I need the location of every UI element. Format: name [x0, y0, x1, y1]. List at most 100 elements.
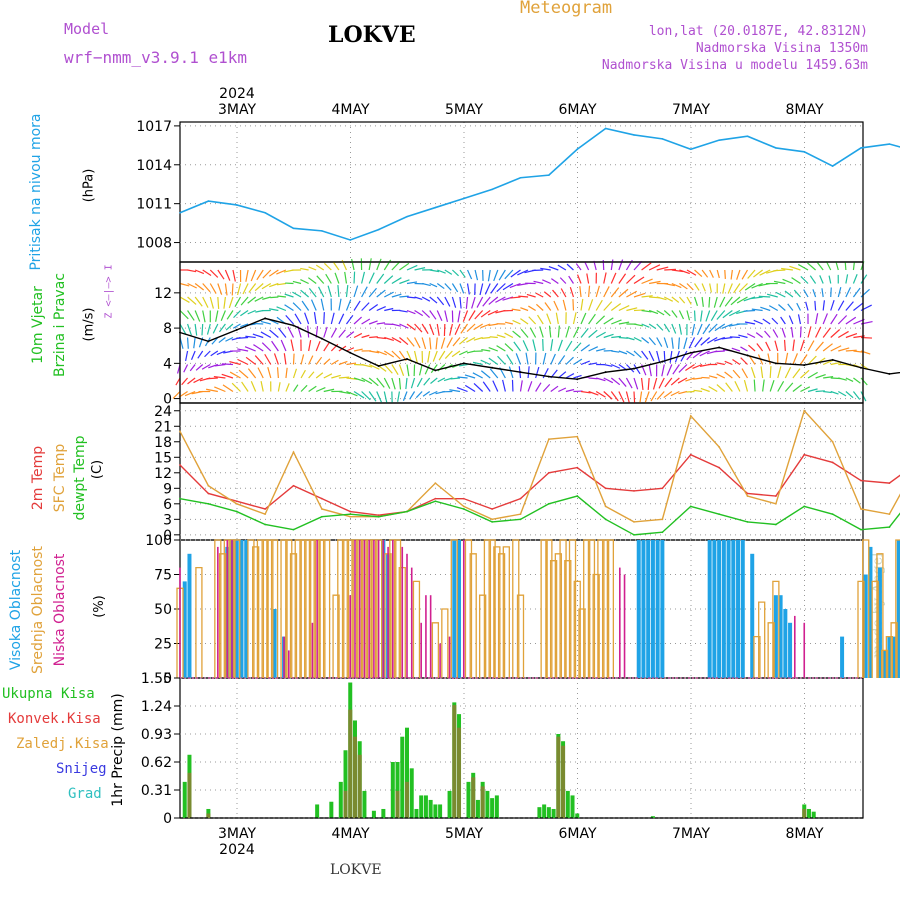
wind-arrow	[526, 293, 536, 298]
wind-arrow	[693, 377, 703, 380]
cloud-low-bar	[406, 553, 408, 678]
wind-arrow	[247, 296, 257, 304]
wind-arrow	[430, 377, 438, 384]
wind-arrow	[406, 323, 416, 331]
temp-sfc-point	[292, 451, 295, 454]
wind-arrow	[368, 287, 377, 298]
wind-arrow	[316, 275, 325, 284]
wind-arrow	[787, 303, 794, 311]
wind-arrow	[830, 329, 841, 338]
wind-arrow	[449, 323, 453, 336]
wind-arrow	[511, 308, 521, 312]
temp-sfc-point	[661, 518, 664, 521]
wind-arrow	[699, 310, 703, 322]
wind-arrow	[451, 283, 459, 293]
wind-arrow	[656, 296, 667, 301]
wind-arrow	[557, 264, 567, 271]
wind-speed-point	[774, 362, 777, 365]
cloud-mid-bar	[573, 580, 581, 678]
wind-arrow	[741, 269, 749, 280]
wind-arrow	[633, 260, 643, 271]
temp-sfc-point	[803, 409, 806, 412]
wind-arrow	[510, 296, 521, 299]
wind-arrow	[610, 272, 617, 284]
wind-arrow	[774, 340, 779, 352]
wind-arrow	[310, 299, 317, 311]
wind-arrow	[694, 269, 703, 277]
wind-arrow	[489, 336, 498, 339]
temp-2m-point	[604, 487, 607, 490]
wind-arrow	[368, 272, 375, 284]
wind-arrow	[221, 363, 234, 366]
wind-arrow	[383, 391, 388, 403]
wind-arrow	[496, 283, 506, 293]
precip-total-bar	[409, 768, 414, 818]
wind-arrow	[179, 296, 190, 303]
wind-speed-point	[377, 364, 380, 367]
wind-arrow	[338, 360, 348, 366]
wind-arrow	[318, 286, 325, 298]
wind-arrow	[573, 358, 583, 366]
cloud-high-bar	[646, 540, 651, 678]
wind-arrow	[504, 269, 514, 280]
wind-arrow	[440, 337, 446, 349]
wind-speed-point	[547, 375, 550, 378]
cloud-high-bar	[655, 540, 660, 678]
wind-arrow	[764, 330, 771, 338]
wind-arrow	[283, 269, 294, 273]
cloud-mid-bar	[583, 539, 591, 678]
wind-arrow	[204, 350, 211, 358]
pressure-point	[775, 147, 777, 149]
cloud-mid-bar	[890, 622, 898, 678]
wind-arrow	[812, 289, 817, 298]
temp-sfc-point	[718, 446, 721, 448]
wind-arrow	[791, 277, 801, 285]
wind-arrow	[437, 269, 446, 274]
wind-arrow	[588, 390, 599, 396]
wind-speed-point	[576, 378, 579, 381]
wind-arrow	[276, 282, 287, 286]
wind-arrow	[300, 354, 305, 365]
cloud-mid-bar	[592, 573, 600, 678]
wind-arrow	[224, 283, 228, 296]
precip-total-bar	[315, 804, 320, 818]
wind-arrow	[663, 296, 674, 302]
wind-arrow	[406, 364, 410, 377]
cloud-mid-bar	[252, 546, 260, 678]
wind-arrow	[691, 323, 696, 336]
wind-arrow	[800, 386, 811, 393]
wind-arrow	[784, 352, 789, 365]
wind-arrow	[797, 314, 802, 325]
cloud-mid-bar	[270, 539, 279, 678]
wind-arrow	[444, 350, 453, 359]
wind-arrow	[361, 391, 371, 401]
wind-arrow	[376, 377, 385, 388]
wind-arrow	[315, 386, 326, 393]
wind-arrow	[480, 370, 491, 379]
cloud-mid-bar	[549, 560, 558, 678]
wind-arrow	[792, 339, 795, 352]
wind-arrow	[677, 377, 688, 384]
wind-arrow	[782, 278, 794, 285]
temp-2m-point	[207, 492, 210, 495]
wind-arrow	[496, 345, 506, 352]
wind-arrow	[292, 302, 302, 311]
wind-speed-point	[292, 324, 295, 327]
cloud-mid-bar	[857, 580, 865, 678]
wind-arrow	[261, 282, 272, 290]
temp-dewpt-point	[292, 528, 295, 531]
precip-convective-bar	[357, 754, 362, 818]
wind-arrow	[641, 309, 652, 313]
wind-arrow	[610, 391, 619, 402]
wind-arrow	[254, 355, 264, 365]
wind-arrow	[588, 299, 594, 311]
wind-arrow	[353, 377, 366, 383]
wind-arrow	[398, 377, 402, 390]
wind-arrow	[731, 347, 741, 352]
wind-arrow	[241, 381, 249, 392]
wind-arrow	[539, 326, 544, 338]
wind-arrow	[414, 296, 423, 300]
wind-arrow	[736, 296, 748, 304]
wind-arrow	[803, 289, 809, 298]
wind-arrow	[284, 304, 294, 312]
